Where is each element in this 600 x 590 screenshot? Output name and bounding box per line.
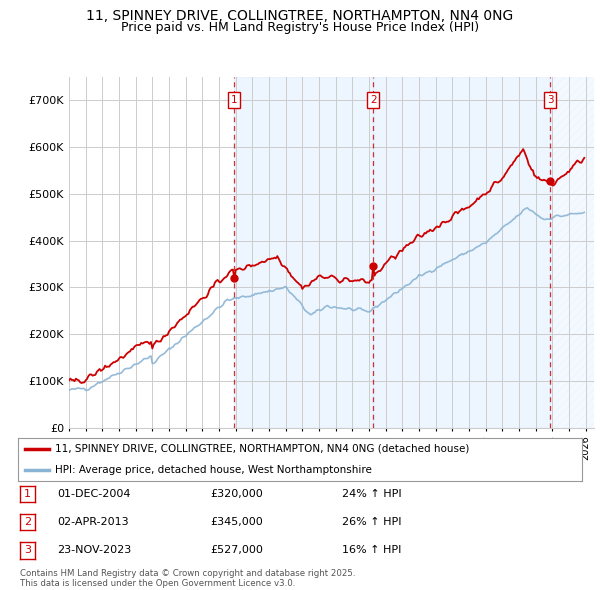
Text: £527,000: £527,000 (210, 546, 263, 555)
Text: 11, SPINNEY DRIVE, COLLINGTREE, NORTHAMPTON, NN4 0NG (detached house): 11, SPINNEY DRIVE, COLLINGTREE, NORTHAMP… (55, 444, 469, 454)
Text: Contains HM Land Registry data © Crown copyright and database right 2025.
This d: Contains HM Land Registry data © Crown c… (20, 569, 355, 588)
Text: 2: 2 (370, 95, 376, 105)
Bar (234, 77, 373, 428)
Text: 23-NOV-2023: 23-NOV-2023 (57, 546, 131, 555)
Bar (373, 77, 550, 428)
Text: 1: 1 (24, 489, 31, 499)
Text: Price paid vs. HM Land Registry's House Price Index (HPI): Price paid vs. HM Land Registry's House … (121, 21, 479, 34)
Text: 2: 2 (24, 517, 31, 527)
Text: £345,000: £345,000 (210, 517, 263, 527)
Text: 3: 3 (547, 95, 554, 105)
Text: £320,000: £320,000 (210, 489, 263, 499)
Text: 16% ↑ HPI: 16% ↑ HPI (342, 546, 401, 555)
Text: 02-APR-2013: 02-APR-2013 (57, 517, 128, 527)
Text: 26% ↑ HPI: 26% ↑ HPI (342, 517, 401, 527)
Text: 3: 3 (24, 546, 31, 555)
Text: 01-DEC-2004: 01-DEC-2004 (57, 489, 131, 499)
Text: 1: 1 (231, 95, 238, 105)
Text: 24% ↑ HPI: 24% ↑ HPI (342, 489, 401, 499)
Bar (550, 77, 594, 428)
Text: HPI: Average price, detached house, West Northamptonshire: HPI: Average price, detached house, West… (55, 466, 371, 475)
Text: 11, SPINNEY DRIVE, COLLINGTREE, NORTHAMPTON, NN4 0NG: 11, SPINNEY DRIVE, COLLINGTREE, NORTHAMP… (86, 9, 514, 23)
